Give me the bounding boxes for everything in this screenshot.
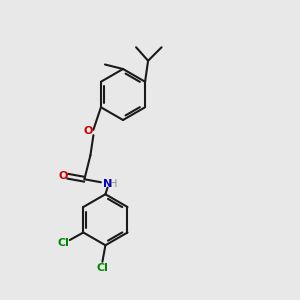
Text: O: O <box>83 126 93 136</box>
Text: N: N <box>103 179 112 189</box>
Text: Cl: Cl <box>97 263 108 273</box>
Text: O: O <box>59 171 68 181</box>
Text: Cl: Cl <box>58 238 70 248</box>
Text: H: H <box>110 179 117 189</box>
